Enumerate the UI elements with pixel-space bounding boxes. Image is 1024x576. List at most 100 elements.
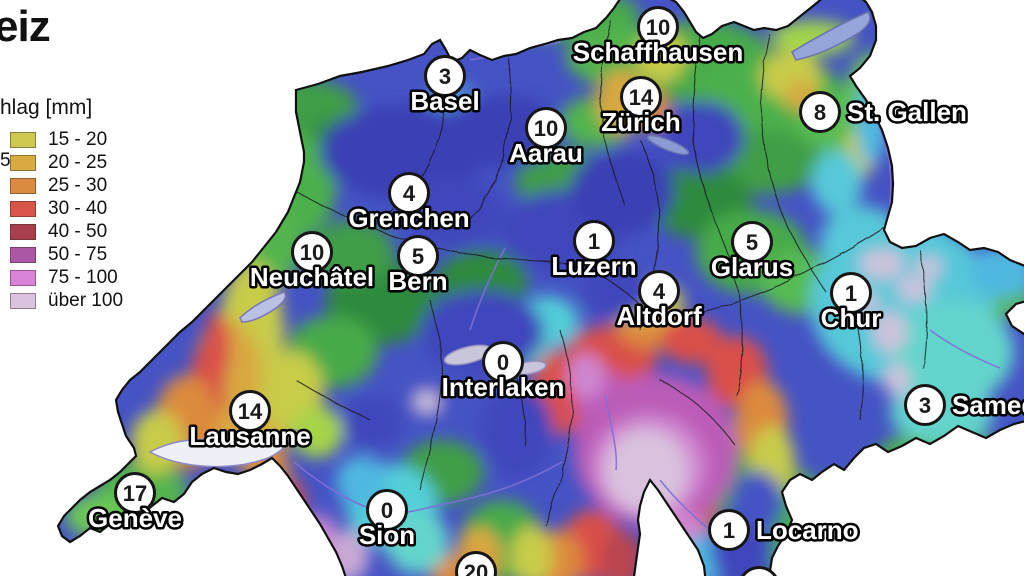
station-value: 3 [919,393,931,418]
lake-zurich [646,134,690,156]
station-marker[interactable]: 20 [455,551,497,576]
station-label: Genève [88,503,182,533]
legend-swatch [10,154,36,171]
station-label: Schaffhausen [573,37,744,67]
station-circle[interactable] [573,220,615,262]
station-value: 5 [412,244,424,269]
station-label: Lausanne [189,421,310,451]
legend-swatch [10,200,36,217]
station-label: Zürich [601,107,680,137]
station-marker[interactable] [740,566,779,576]
precipitation-legend: hlag [mm] 15 - 20 20 - 25 25 - 30 30 - 40 40… [0,96,123,312]
legend-swatch [10,223,36,240]
station-circle[interactable] [637,6,679,48]
lakes-layer [148,11,871,468]
station-circle[interactable] [229,390,271,432]
station-circle[interactable] [638,270,680,312]
legend-range-label: 75 - 100 [48,266,118,288]
station-value: 4 [403,181,416,206]
legend-row: 30 - 40 [0,197,123,220]
station-circle[interactable] [740,566,779,576]
station-label: Samedan [952,390,1024,420]
station-value: 10 [300,240,324,265]
legend-range-label: 40 - 50 [48,220,108,242]
station-value: 20 [464,560,488,576]
station-circle[interactable] [799,91,841,133]
legend-range-label: 25 - 30 [48,174,108,196]
station-value: 3 [439,64,451,89]
legend-range-label: 30 - 40 [48,197,108,219]
station-label: Aarau [509,138,583,168]
legend-row: 75 - 100 [0,266,123,289]
legend-row: 15 - 20 [0,128,123,151]
legend-row: 25 - 30 [0,174,123,197]
station-value: 14 [238,399,263,424]
station-circle[interactable] [366,489,408,531]
station-circle[interactable] [482,341,524,383]
station-value: 10 [646,15,670,40]
station-label: Interlaken [442,372,565,402]
station-value: 0 [381,498,393,523]
station-circle[interactable] [388,172,430,214]
lake-geneva [148,428,298,468]
station-label: Luzern [551,251,636,281]
canton-borders [295,19,929,526]
legend-range-label: 15 - 20 [48,128,108,150]
legend-swatch [10,246,36,263]
station-value: 14 [629,85,654,110]
station-marker-locarno[interactable]: 1 Locarno [708,509,861,551]
legend-row: 20 - 25 [0,151,123,174]
station-value: 1 [845,281,857,306]
station-value: 1 [723,518,735,543]
station-circle[interactable] [620,76,662,118]
station-circle[interactable] [731,221,773,263]
legend-swatch [10,131,36,148]
lake-neuchatel [239,291,287,323]
station-circle[interactable] [424,55,466,97]
station-value: 17 [123,481,147,506]
station-circle[interactable] [525,107,567,149]
station-circle[interactable] [291,231,333,273]
station-marker-samedan[interactable]: 3 Samedan [904,384,1024,426]
station-value: 8 [814,100,826,125]
legend-swatch [10,269,36,286]
station-label: Chur [821,303,882,333]
station-circle[interactable] [708,509,750,551]
station-circle[interactable] [455,551,497,576]
station-value: 10 [534,116,558,141]
station-marker-st-gallen[interactable]: 8 St. Gallen [799,91,969,133]
legend-row: 50 - 75 [0,243,123,266]
legend-row: 40 - 50 [0,220,123,243]
station-circle[interactable] [397,235,439,277]
station-value: 1 [588,229,600,254]
station-label: Grenchen [348,203,469,233]
legend-swatch [10,292,36,309]
station-label: St. Gallen [847,97,967,127]
station-circle[interactable] [904,384,946,426]
station-circle[interactable] [114,472,156,514]
legend-title: hlag [mm] [0,96,93,119]
legend-row: über 100 [0,289,123,312]
legend-range-label: über 100 [48,289,124,311]
station-circle[interactable] [830,272,872,314]
legend-rows: 15 - 20 20 - 25 25 - 30 30 - 40 40 - 50 50 - … [0,128,123,312]
station-label: Bern [388,266,447,296]
